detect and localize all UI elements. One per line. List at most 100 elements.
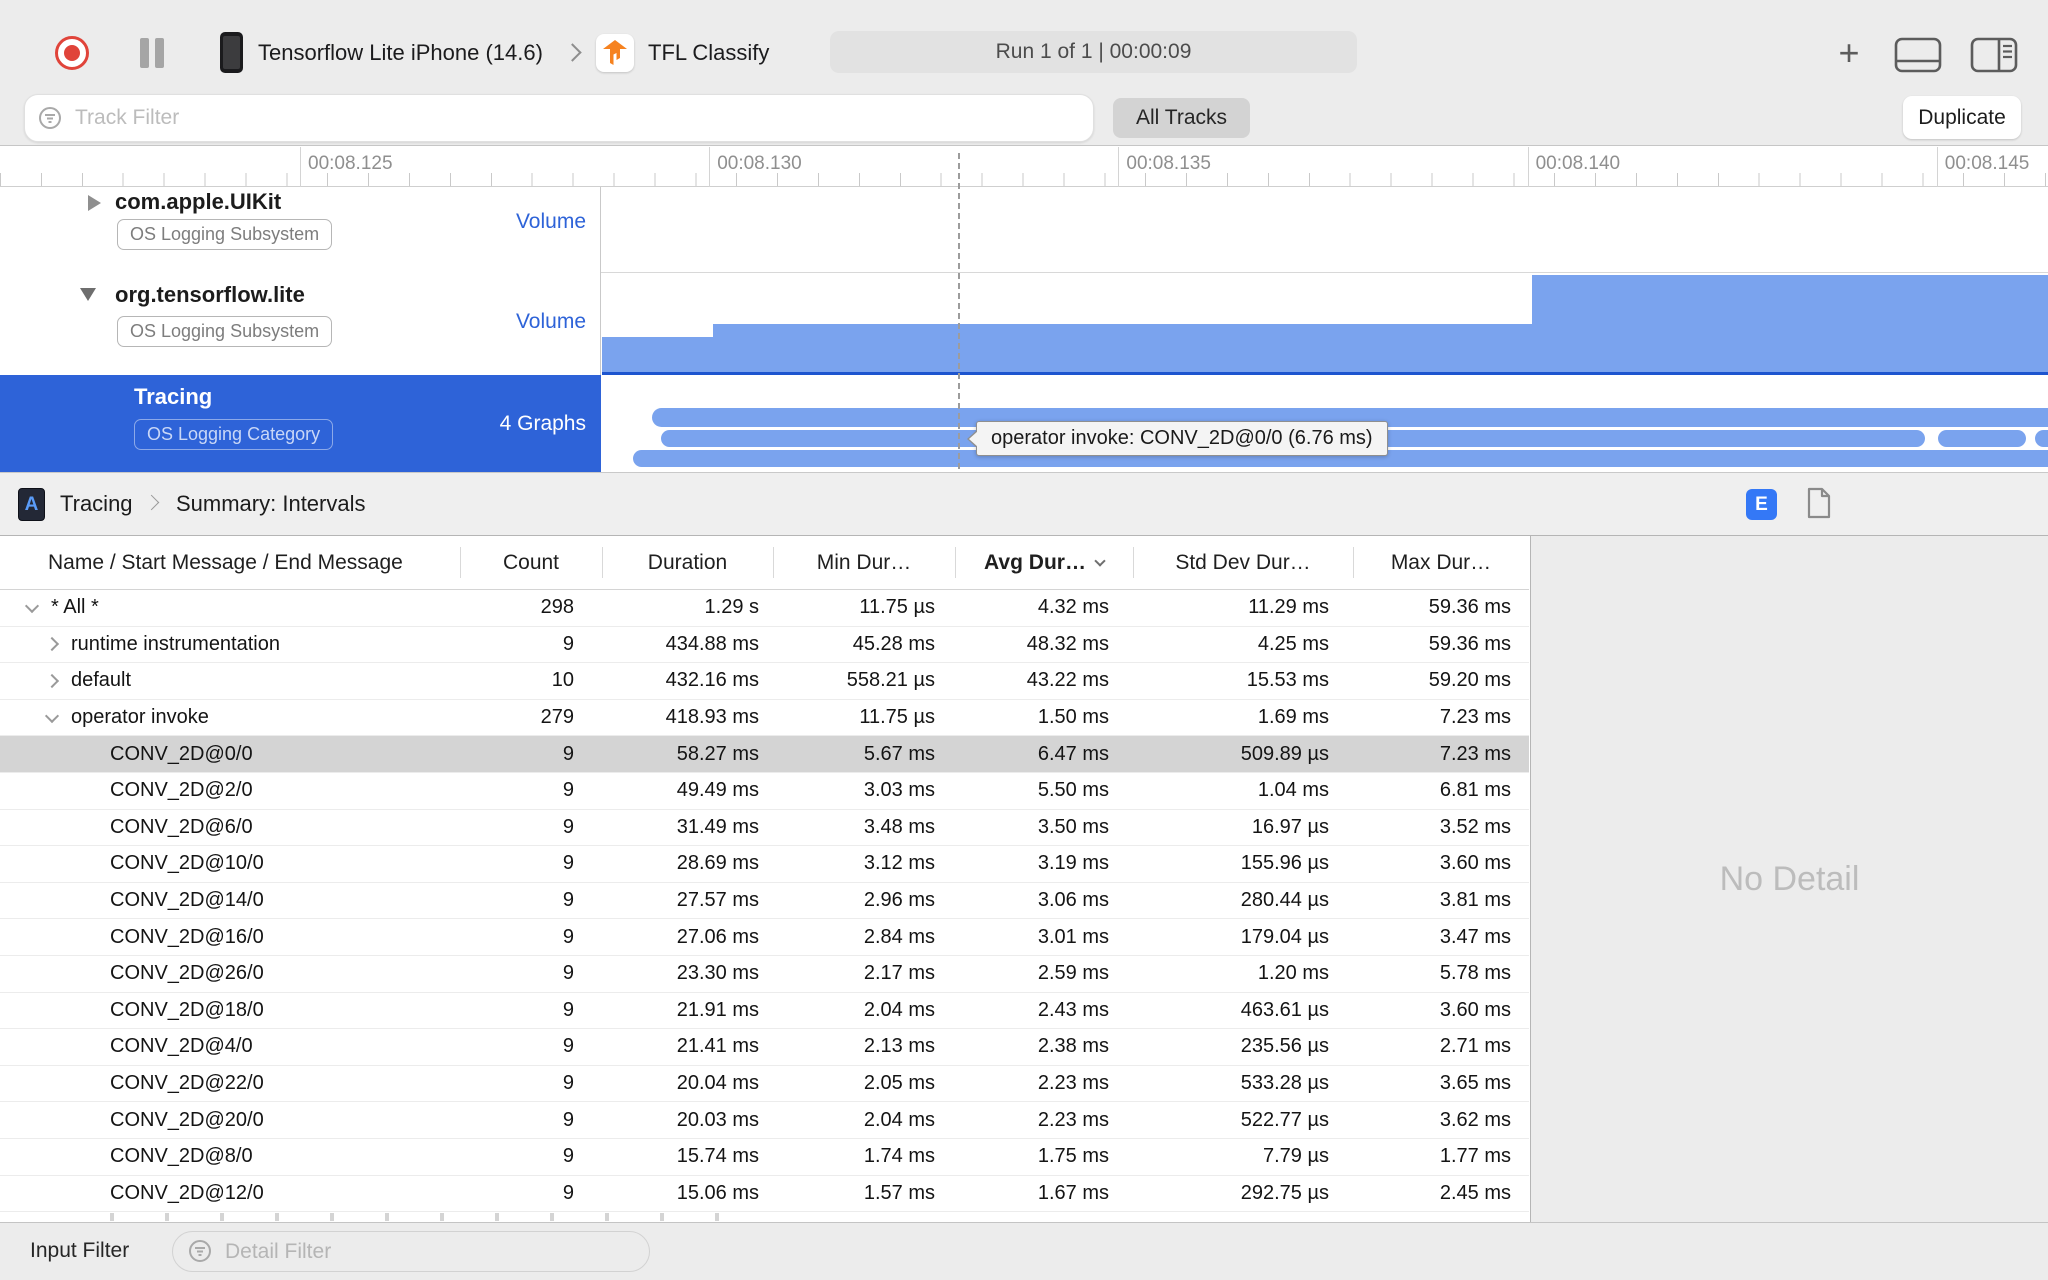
row-avg-duration: 6.47 ms	[1037, 742, 1109, 765]
column-header-name[interactable]: Name / Start Message / End Message	[48, 550, 403, 574]
table-row[interactable]: CONV_2D@4/0 9 21.41 ms 2.13 ms 2.38 ms 2…	[0, 1029, 1529, 1066]
filter-icon	[189, 1240, 211, 1262]
ruler-tick-label: 00:08.125	[300, 147, 393, 187]
row-max-duration: 1.77 ms	[1439, 1145, 1511, 1168]
track-filter-field[interactable]	[24, 94, 1094, 142]
row-duration: 434.88 ms	[665, 632, 759, 655]
row-min-duration: 2.04 ms	[863, 1108, 935, 1131]
row-max-duration: 7.23 ms	[1439, 706, 1511, 729]
table-row[interactable]: CONV_2D@20/0 9 20.03 ms 2.04 ms 2.23 ms …	[0, 1102, 1529, 1139]
detail-filter-field[interactable]	[172, 1231, 650, 1272]
row-duration: 15.06 ms	[676, 1181, 759, 1204]
detail-filter-input[interactable]	[172, 1231, 650, 1272]
table-row[interactable]: runtime instrumentation 9 434.88 ms 45.2…	[0, 627, 1529, 664]
row-stddev-duration: 280.44 µs	[1240, 889, 1329, 912]
row-name: CONV_2D@18/0	[110, 998, 264, 1021]
row-stddev-duration: 4.25 ms	[1257, 632, 1329, 655]
toggle-bottom-pane-button[interactable]	[1892, 36, 1944, 74]
toggle-right-pane-button[interactable]	[1968, 36, 2020, 74]
run-status-display: Run 1 of 1 | 00:00:09	[830, 31, 1357, 73]
breadcrumb-root[interactable]: Tracing	[60, 491, 133, 516]
table-row[interactable]: CONV_2D@22/0 9 20.04 ms 2.05 ms 2.23 ms …	[0, 1066, 1529, 1103]
row-disclosure-chevron[interactable]	[24, 598, 40, 613]
row-max-duration: 2.45 ms	[1439, 1181, 1511, 1204]
track-filter-input[interactable]	[24, 94, 1094, 142]
column-header-avg-sorted[interactable]: Avg Dur…	[955, 536, 1133, 589]
row-avg-duration: 2.38 ms	[1037, 1035, 1109, 1058]
column-header-count[interactable]: Count	[460, 536, 602, 589]
row-duration: 49.49 ms	[676, 779, 759, 802]
target-process-name[interactable]: TFL Classify	[648, 40, 770, 65]
table-row[interactable]: CONV_2D@18/0 9 21.91 ms 2.04 ms 2.43 ms …	[0, 993, 1529, 1030]
row-name: CONV_2D@10/0	[110, 852, 264, 875]
track-row-tensorflow[interactable]: org.tensorflow.lite OS Logging Subsystem…	[0, 272, 2048, 375]
track-header-uikit[interactable]: com.apple.UIKit OS Logging Subsystem Vol…	[0, 187, 601, 272]
track-row-uikit[interactable]: com.apple.UIKit OS Logging Subsystem Vol…	[0, 187, 2048, 272]
column-header-min[interactable]: Min Dur…	[773, 536, 955, 589]
row-disclosure-chevron[interactable]	[44, 708, 60, 723]
table-row[interactable]: CONV_2D@0/0 9 58.27 ms 5.67 ms 6.47 ms 5…	[0, 736, 1529, 773]
row-disclosure-chevron[interactable]	[44, 673, 60, 689]
input-filter-label[interactable]: Input Filter	[30, 1239, 130, 1262]
disclosure-triangle-collapsed-icon[interactable]	[88, 195, 101, 211]
track-meta: 4 Graphs	[499, 412, 586, 435]
row-avg-duration: 3.50 ms	[1037, 815, 1109, 838]
document-icon[interactable]	[1806, 487, 1832, 519]
track-header-tensorflow[interactable]: org.tensorflow.lite OS Logging Subsystem…	[0, 272, 601, 375]
table-row[interactable]: CONV_2D@16/0 9 27.06 ms 2.84 ms 3.01 ms …	[0, 919, 1529, 956]
tracing-graph[interactable]: operator invoke: CONV_2D@0/0 (6.76 ms)	[602, 375, 2048, 472]
filter-icon	[39, 107, 61, 129]
row-count: 9	[562, 852, 574, 875]
column-header-max[interactable]: Max Dur…	[1353, 536, 1529, 589]
breadcrumb-page[interactable]: Summary: Intervals	[176, 491, 366, 516]
row-min-duration: 558.21 µs	[846, 669, 935, 692]
extended-detail-badge[interactable]: E	[1746, 489, 1777, 520]
row-name: runtime instrumentation	[71, 632, 280, 655]
row-avg-duration: 4.32 ms	[1037, 596, 1109, 619]
add-instrument-button[interactable]: +	[1838, 32, 1860, 73]
row-name: CONV_2D@22/0	[110, 1072, 264, 1095]
toolbar: Tensorflow Lite iPhone (14.6) TFL Classi…	[0, 0, 2048, 146]
table-row[interactable]: CONV_2D@26/0 9 23.30 ms 2.17 ms 2.59 ms …	[0, 956, 1529, 993]
duplicate-label: Duplicate	[1918, 105, 2006, 129]
device-name[interactable]: Tensorflow Lite iPhone (14.6)	[258, 40, 543, 65]
row-avg-duration: 1.50 ms	[1037, 706, 1109, 729]
table-row[interactable]: * All * 298 1.29 s 11.75 µs 4.32 ms 11.2…	[0, 590, 1529, 627]
table-row[interactable]: default 10 432.16 ms 558.21 µs 43.22 ms …	[0, 663, 1529, 700]
timeline-ruler[interactable]: 00:08.125 00:08.130 00:08.135 00:08.140 00:0…	[0, 147, 2048, 187]
record-button[interactable]	[55, 36, 89, 70]
ruler-tick-label: 00:08.145	[1936, 147, 2029, 187]
table-row[interactable]: CONV_2D@2/0 9 49.49 ms 3.03 ms 5.50 ms 1…	[0, 773, 1529, 810]
row-duration: 31.49 ms	[676, 815, 759, 838]
table-row[interactable]: operator invoke 279 418.93 ms 11.75 µs 1…	[0, 700, 1529, 737]
instrument-icon: A	[18, 488, 45, 521]
row-avg-duration: 3.06 ms	[1037, 889, 1109, 912]
interval-bar[interactable]	[1938, 430, 2026, 447]
row-stddev-duration: 179.04 µs	[1240, 925, 1329, 948]
table-row[interactable]: CONV_2D@6/0 9 31.49 ms 3.48 ms 3.50 ms 1…	[0, 810, 1529, 847]
track-meta: Volume	[515, 210, 586, 233]
column-header-duration[interactable]: Duration	[602, 536, 773, 589]
all-tracks-button[interactable]: All Tracks	[1113, 98, 1250, 138]
table-row[interactable]: CONV_2D@10/0 9 28.69 ms 3.12 ms 3.19 ms …	[0, 846, 1529, 883]
playhead-line[interactable]	[958, 153, 960, 469]
uikit-graph[interactable]	[602, 187, 2048, 272]
row-stddev-duration: 16.97 µs	[1251, 815, 1329, 838]
row-count: 9	[562, 889, 574, 912]
duplicate-button[interactable]: Duplicate	[1903, 96, 2021, 139]
volume-graph[interactable]	[602, 272, 2048, 375]
row-max-duration: 2.71 ms	[1439, 1035, 1511, 1058]
row-duration: 20.03 ms	[676, 1108, 759, 1131]
column-header-stddev[interactable]: Std Dev Dur…	[1133, 536, 1353, 589]
table-row[interactable]: CONV_2D@8/0 9 15.74 ms 1.74 ms 1.75 ms 7…	[0, 1139, 1529, 1176]
disclosure-triangle-expanded-icon[interactable]	[80, 288, 96, 301]
row-disclosure-chevron[interactable]	[44, 637, 60, 652]
row-stddev-duration: 7.79 µs	[1262, 1145, 1329, 1168]
track-row-tracing[interactable]: Tracing OS Logging Category 4 Graphs ope…	[0, 375, 2048, 472]
track-badge: OS Logging Category	[134, 419, 334, 450]
table-row[interactable]: CONV_2D@12/0 9 15.06 ms 1.57 ms 1.67 ms …	[0, 1176, 1529, 1213]
pause-button[interactable]	[140, 38, 166, 68]
track-header-tracing[interactable]: Tracing OS Logging Category 4 Graphs	[0, 375, 601, 472]
table-row[interactable]: CONV_2D@14/0 9 27.57 ms 2.96 ms 3.06 ms …	[0, 883, 1529, 920]
interval-bar[interactable]	[2034, 430, 2048, 447]
